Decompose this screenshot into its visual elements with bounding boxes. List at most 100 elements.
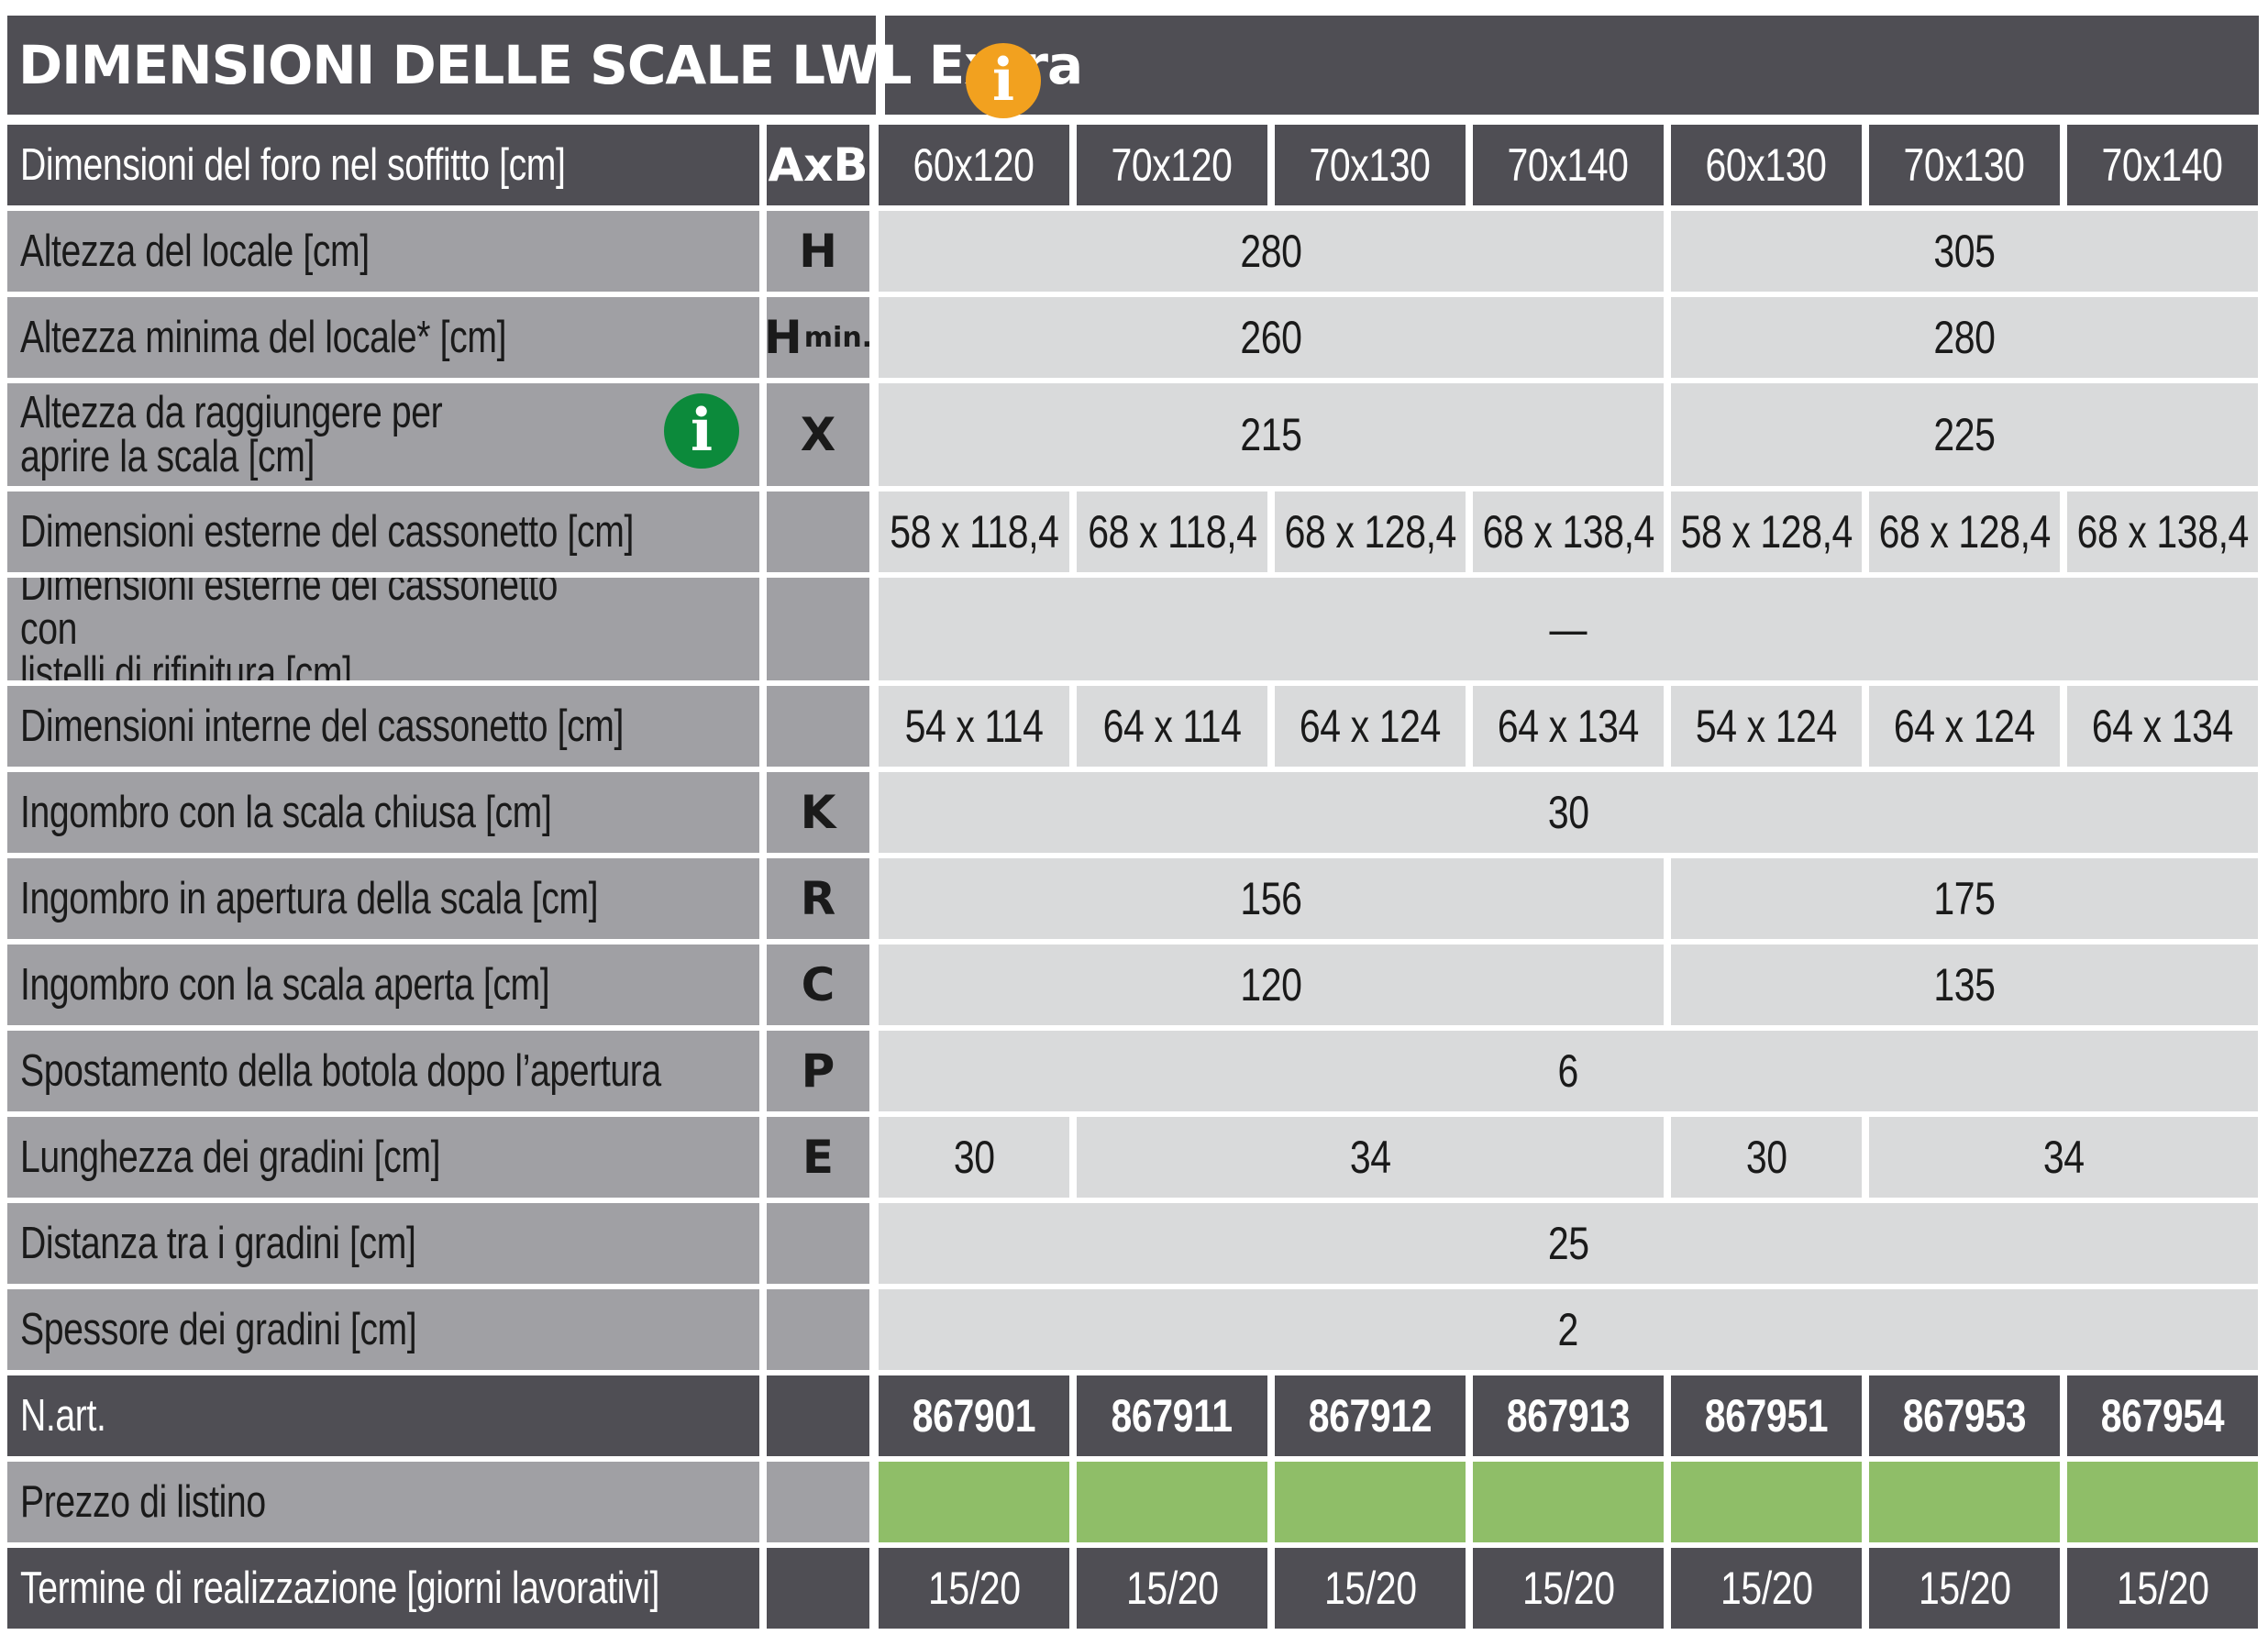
row-label-text: Dimensioni del foro nel soffitto [cm] (20, 140, 566, 190)
value-text: 64 x 114 (1102, 701, 1242, 752)
value-cell: 70x120 (1077, 125, 1267, 205)
value-cell: 15/20 (1077, 1548, 1267, 1629)
row-label: Altezza del locale [cm] (7, 211, 759, 292)
value-text: 15/20 (1521, 1563, 1615, 1614)
value-text: 68 x 138,4 (2076, 506, 2249, 558)
value-cell: — (879, 578, 2258, 680)
value-cell: 867911 (1077, 1375, 1267, 1456)
value-cell: 68 x 128,4 (1275, 492, 1466, 572)
row-symbol: X (767, 383, 869, 486)
row-label-text: Spessore dei gradini [cm] (20, 1305, 417, 1354)
value-cell: 867953 (1869, 1375, 2060, 1456)
value-text: 867912 (1308, 1390, 1433, 1442)
row-label: Ingombro con la scala aperta [cm] (7, 945, 759, 1025)
value-text: 225 (1933, 409, 1996, 460)
value-cell: 25 (879, 1203, 2258, 1284)
value-cell: 64 x 124 (1869, 686, 2060, 767)
value-text: 6 (1557, 1045, 1579, 1097)
value-text: 305 (1933, 226, 1996, 277)
value-text: 15/20 (1323, 1563, 1417, 1614)
value-cell: 58 x 128,4 (1671, 492, 1862, 572)
value-text: 70x120 (1111, 139, 1234, 191)
value-text: 64 x 134 (2091, 701, 2234, 752)
value-text: 135 (1933, 959, 1996, 1011)
value-text: — (1549, 603, 1588, 655)
value-cell: 2 (879, 1289, 2258, 1370)
row-label: Altezza da raggiungere per aprire la sca… (7, 383, 759, 486)
value-text: 60x120 (913, 139, 1035, 191)
value-text: 68 x 138,4 (1482, 506, 1654, 558)
value-text: 30 (1547, 787, 1589, 838)
row-symbol-text: AxB (768, 138, 868, 192)
value-text: 54 x 114 (904, 701, 1044, 752)
value-cell: 54 x 114 (879, 686, 1069, 767)
value-cell: 34 (1077, 1117, 1664, 1198)
row-label: Altezza minima del locale* [cm] (7, 297, 759, 378)
row-symbol (767, 686, 869, 767)
value-text: 30 (953, 1132, 995, 1183)
value-text: 175 (1933, 873, 1996, 924)
value-text: 867951 (1704, 1390, 1829, 1442)
row-label-text: Altezza del locale [cm] (20, 226, 370, 276)
price-cell (2067, 1462, 2258, 1542)
value-cell: 260 (879, 297, 1664, 378)
value-text: 120 (1240, 959, 1302, 1011)
row-symbol (767, 578, 869, 680)
value-text: 2 (1557, 1304, 1579, 1355)
value-cell: 867954 (2067, 1375, 2258, 1456)
row-label-text: Ingombro con la scala chiusa [cm] (20, 788, 552, 837)
value-cell: 60x130 (1671, 125, 1862, 205)
row-symbol-text: R (800, 872, 836, 925)
value-text: 64 x 124 (1893, 701, 2036, 752)
row-symbol-text: H (767, 311, 802, 364)
value-cell: 867912 (1275, 1375, 1466, 1456)
value-cell: 68 x 128,4 (1869, 492, 2060, 572)
title-divider (876, 16, 885, 115)
value-cell: 30 (1671, 1117, 1862, 1198)
value-text: 64 x 134 (1497, 701, 1640, 752)
row-label: Distanza tra i gradini [cm] (7, 1203, 759, 1284)
row-label: Lunghezza dei gradini [cm] (7, 1117, 759, 1198)
price-cell (1077, 1462, 1267, 1542)
value-text: 64 x 124 (1299, 701, 1442, 752)
row-label: Dimensioni esterne del cassonetto con li… (7, 578, 759, 680)
info-icon[interactable]: i (664, 393, 739, 469)
value-text: 68 x 128,4 (1284, 506, 1456, 558)
row-symbol: K (767, 772, 869, 853)
value-cell: 120 (879, 945, 1664, 1025)
value-cell: 64 x 114 (1077, 686, 1267, 767)
price-cell (1671, 1462, 1862, 1542)
value-cell: 6 (879, 1031, 2258, 1111)
value-text: 68 x 128,4 (1878, 506, 2051, 558)
row-symbol (767, 1462, 869, 1542)
value-cell: 867951 (1671, 1375, 1862, 1456)
row-symbol: H (767, 211, 869, 292)
row-symbol: C (767, 945, 869, 1025)
value-text: 867953 (1902, 1390, 2027, 1442)
row-label: Prezzo di listino (7, 1462, 759, 1542)
value-cell: 15/20 (879, 1548, 1069, 1629)
row-symbol-text: X (800, 408, 836, 461)
value-text: 15/20 (1918, 1563, 2011, 1614)
value-text: 867901 (912, 1390, 1036, 1442)
row-label-text: Prezzo di listino (20, 1477, 266, 1527)
row-symbol-text: H (799, 225, 837, 278)
value-cell: 68 x 118,4 (1077, 492, 1267, 572)
row-label: Spostamento della botola dopo l’apertura (7, 1031, 759, 1111)
row-label: Ingombro con la scala chiusa [cm] (7, 772, 759, 853)
value-cell: 15/20 (2067, 1548, 2258, 1629)
row-symbol (767, 1375, 869, 1456)
row-symbol: AxB (767, 125, 869, 205)
value-text: 54 x 124 (1695, 701, 1838, 752)
value-cell: 280 (879, 211, 1664, 292)
value-cell: 15/20 (1275, 1548, 1466, 1629)
value-text: 867954 (2100, 1390, 2225, 1442)
value-text: 867911 (1111, 1390, 1234, 1442)
row-symbol (767, 492, 869, 572)
value-text: 25 (1547, 1218, 1589, 1269)
row-label-text: Altezza da raggiungere per aprire la sca… (20, 387, 443, 481)
info-icon[interactable]: i (966, 43, 1041, 118)
value-cell: 70x140 (1473, 125, 1664, 205)
